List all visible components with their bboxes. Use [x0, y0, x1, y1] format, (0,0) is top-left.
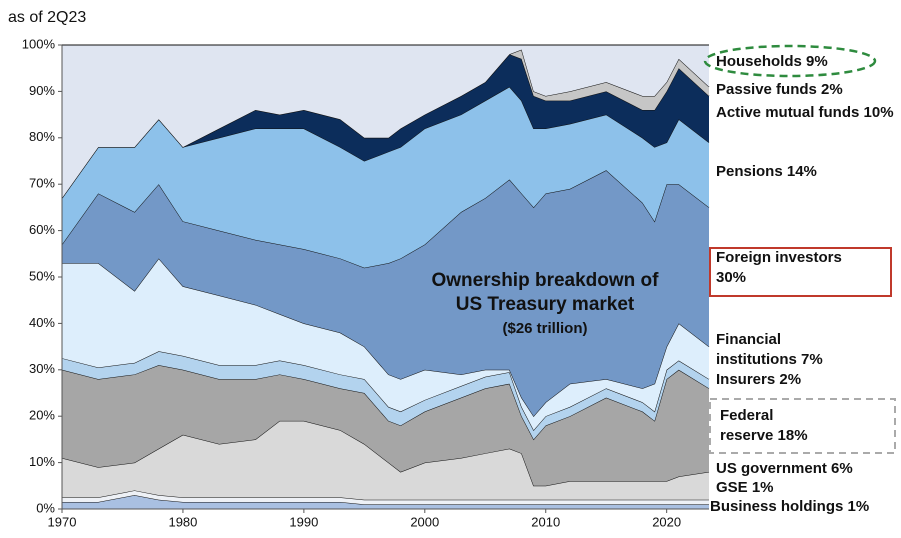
y-tick-label: 60%	[29, 222, 55, 237]
highlight-ellipse	[703, 44, 877, 78]
chart-title: Ownership breakdown of	[432, 270, 660, 291]
series-label: Households 9%	[716, 53, 828, 70]
series-label: GSE 1%	[716, 479, 774, 496]
x-tick-label: 1970	[48, 514, 77, 529]
series-label: Foreign investors 30%	[716, 249, 842, 286]
y-tick-label: 40%	[29, 315, 55, 330]
highlight-box	[709, 398, 896, 454]
area	[62, 351, 709, 440]
y-tick-label: 0%	[36, 500, 55, 515]
y-tick-label: 10%	[29, 454, 55, 469]
x-tick-label: 1990	[289, 514, 318, 529]
area	[62, 490, 709, 505]
areas	[61, 44, 710, 509]
chart-subtitle: ($26 trillion)	[502, 320, 587, 337]
chart-title: US Treasury market	[456, 294, 635, 315]
series-label: Pensions 14%	[716, 163, 817, 180]
area	[62, 258, 709, 431]
x-tick-label: 1980	[168, 514, 197, 529]
area	[62, 86, 709, 268]
y-tick-label: 70%	[29, 176, 55, 191]
series-label: Passive funds 2%	[716, 81, 843, 98]
y-tick-label: 100%	[22, 36, 56, 51]
series-label: Financial institutions 7%	[716, 331, 823, 368]
series-label: US government 6%	[716, 460, 853, 477]
y-tick-label: 50%	[29, 268, 55, 283]
x-tick-label: 2000	[410, 514, 439, 529]
area	[62, 365, 709, 486]
area	[62, 495, 709, 509]
highlight-box	[709, 247, 892, 297]
area	[62, 45, 709, 199]
x-tick-label: 2010	[531, 514, 560, 529]
y-tick-label: 20%	[29, 408, 55, 423]
series-label: Active mutual funds 10%	[716, 104, 894, 121]
series-label: Insurers 2%	[716, 371, 802, 388]
y-tick-label: 80%	[29, 129, 55, 144]
annotation: as of 2Q23	[8, 9, 86, 26]
x-tick-label: 2020	[652, 514, 681, 529]
series-label: Business holdings 1%	[710, 498, 870, 515]
series-label: Federal reserve 18%	[720, 407, 808, 444]
y-tick-label: 90%	[29, 83, 55, 98]
y-tick-label: 30%	[29, 361, 55, 376]
